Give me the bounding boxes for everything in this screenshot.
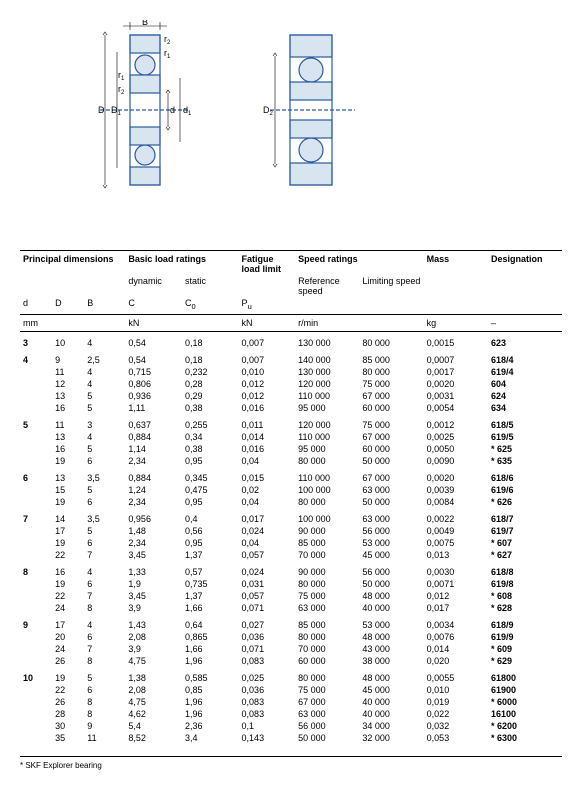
table-row: 1340,8840,340,014110 00067 0000,0025619/… (20, 431, 562, 443)
table-row: 3095,42,360,156 00034 0000,032* 6200 (20, 720, 562, 732)
table-row: 1962,340,950,0480 00050 0000,0090* 635 (20, 455, 562, 467)
table-row: 1551,240,4750,02100 00063 0000,0039619/6 (20, 484, 562, 496)
table-row: 2273,451,370,05775 00048 0000,012* 608 (20, 590, 562, 602)
svg-text:D1: D1 (111, 105, 122, 117)
svg-text:r1: r1 (164, 48, 171, 60)
table-row: 2062,080,8650,03680 00048 0000,0076619/9 (20, 631, 562, 643)
table-row: 31040,540,180,007130 00080 0000,0015623 (20, 331, 562, 349)
table-row: 1962,340,950,0485 00053 0000,0075* 607 (20, 537, 562, 549)
table-row: 6133,50,8840,3450,015110 00067 0000,0020… (20, 467, 562, 484)
svg-text:r2: r2 (118, 84, 125, 96)
footnote: * SKF Explorer bearing (20, 756, 562, 770)
svg-text:d: d (170, 105, 175, 115)
bearing-table: Principal dimensions Basic load ratings … (20, 250, 562, 744)
table-row: 1651,140,380,01695 00060 0000,0050* 625 (20, 443, 562, 455)
table-row: 51130,6370,2550,011120 00075 0000,001261… (20, 414, 562, 431)
label-B: B (142, 20, 148, 27)
table-row: 2884,621,960,08363 00040 0000,02216100 (20, 708, 562, 720)
diagram-left: B r2 r1 r1 r2 D D1 d d1 (60, 20, 240, 200)
hdr-principal: Principal dimensions (20, 251, 125, 276)
svg-text:d1: d1 (183, 105, 192, 117)
svg-text:r1: r1 (118, 70, 125, 82)
svg-text:D: D (98, 105, 105, 115)
table-row: 101951,380,5850,02580 00048 0000,0055618… (20, 667, 562, 684)
table-row: 7143,50,9560,40,017100 00063 0000,002261… (20, 508, 562, 525)
hdr-basic: Basic load ratings (125, 251, 238, 276)
table-row: 2684,751,960,08360 00038 0000,020* 629 (20, 655, 562, 667)
diagram-right: D2 (260, 20, 380, 200)
table-row: 492,50,540,180,007140 00085 0000,0007618… (20, 349, 562, 366)
bearing-diagrams: B r2 r1 r1 r2 D D1 d d1 (20, 20, 562, 200)
table-row: 1751,480,560,02490 00056 0000,0049619/7 (20, 525, 562, 537)
table-row: 1240,8060,280,012120 00075 0000,0020604 (20, 378, 562, 390)
table-row: 2684,751,960,08367 00040 0000,019* 6000 (20, 696, 562, 708)
table-row: 1350,9360,290,012110 00067 0000,0031624 (20, 390, 562, 402)
hdr-fatigue: Fatigue load limit (239, 251, 296, 276)
table-row: 1140,7150,2320,010130 00080 0000,0017619… (20, 366, 562, 378)
table-row: 1961,90,7350,03180 00050 0000,0071619/8 (20, 578, 562, 590)
table-row: 2483,91,660,07163 00040 0000,017* 628 (20, 602, 562, 614)
table-row: 1962,340,950,0480 00050 0000,0084* 626 (20, 496, 562, 508)
svg-text:r2: r2 (164, 34, 171, 46)
svg-text:D2: D2 (263, 105, 274, 117)
hdr-speed: Speed ratings (295, 251, 424, 276)
table-row: 91741,430,640,02785 00053 0000,0034618/9 (20, 614, 562, 631)
table-row: 81641,330,570,02490 00056 0000,0030618/8 (20, 561, 562, 578)
table-row: 35118,523,40,14350 00032 0000,053* 6300 (20, 732, 562, 744)
hdr-mass: Mass (424, 251, 488, 276)
table-row: 1651,110,380,01695 00060 0000,0054634 (20, 402, 562, 414)
table-row: 2473,91,660,07170 00043 0000,014* 609 (20, 643, 562, 655)
hdr-desig: Designation (488, 251, 562, 276)
table-row: 2262,080,850,03675 00045 0000,01061900 (20, 684, 562, 696)
table-row: 2273,451,370,05770 00045 0000,013* 627 (20, 549, 562, 561)
